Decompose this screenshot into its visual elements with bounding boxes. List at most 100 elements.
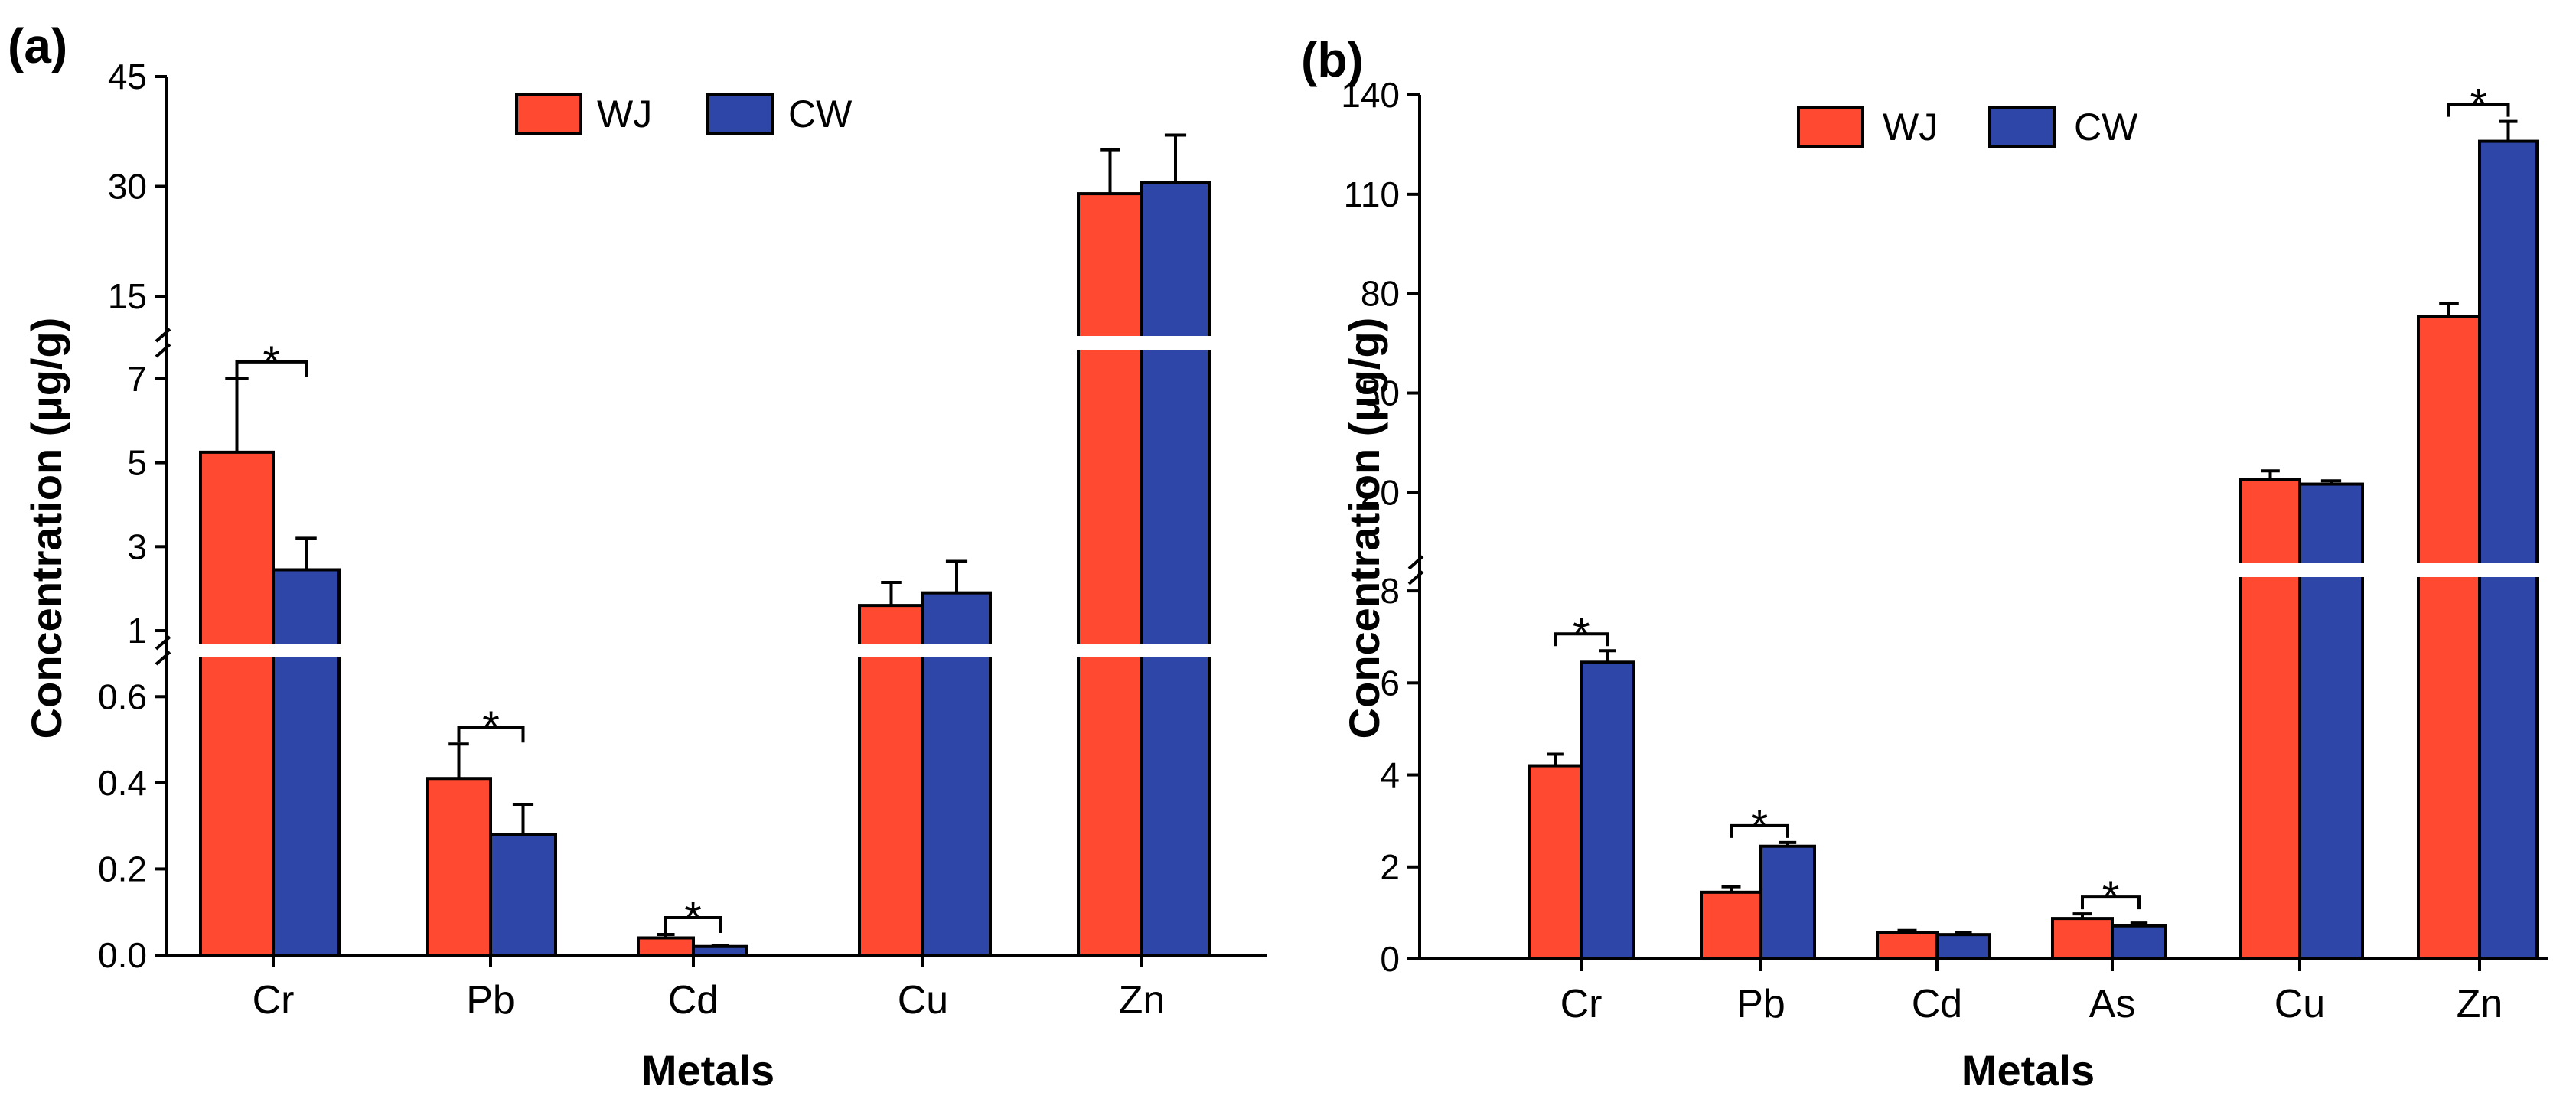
significance-star-b-as: * bbox=[2102, 872, 2120, 922]
x-tick-label-b-as: As bbox=[2089, 982, 2136, 1026]
bar-b-cw-zn bbox=[2478, 139, 2539, 960]
bar-a-wj-cu bbox=[858, 604, 924, 957]
y-tick-label-b-1-4: 140 bbox=[1341, 75, 1400, 115]
bar-b-wj-as bbox=[2051, 917, 2114, 960]
error-bar-b-cw-cu bbox=[2320, 479, 2342, 484]
bar-a-wj-cr bbox=[199, 450, 275, 957]
x-tick-label-a-zn: Zn bbox=[1119, 978, 1166, 1022]
error-bar-a-wj-zn bbox=[1100, 148, 1120, 194]
y-tick-label-b-0-4: 8 bbox=[1380, 571, 1400, 611]
bar-b-wj-cd bbox=[1876, 931, 1939, 961]
error-bar-b-cw-as bbox=[2130, 921, 2148, 926]
significance-star-b-cr: * bbox=[1573, 609, 1590, 659]
chart-panel-b: (b) Concentration (μg/g) Metals WJ CW * *… bbox=[1301, 32, 2548, 1094]
bar-b-cw-cu bbox=[2298, 482, 2364, 960]
significance-star-b-zn: * bbox=[2470, 80, 2487, 130]
y-tick-label-a-1-3: 7 bbox=[127, 359, 147, 399]
significance-bracket-b-zn bbox=[2447, 103, 2510, 117]
bar-b-wj-zn bbox=[2417, 315, 2481, 960]
error-bar-a-cw-pb bbox=[512, 803, 534, 835]
x-tick-label-b-cr: Cr bbox=[1560, 982, 1603, 1026]
y-tick-label-b-1-3: 110 bbox=[1344, 174, 1400, 214]
y-tick-label-b-0-1: 2 bbox=[1380, 847, 1400, 887]
x-tick-label-a-pb: Pb bbox=[466, 978, 515, 1022]
bar-a-cw-pb bbox=[489, 833, 557, 957]
y-tick-label-a-2-1: 30 bbox=[108, 167, 147, 207]
panel-a-y-axis-title: Concentration (μg/g) bbox=[22, 318, 70, 739]
y-tick-label-a-1-0: 1 bbox=[127, 611, 147, 651]
panel-a-x-axis-title: Metals bbox=[641, 1046, 774, 1094]
panel-b-legend-label-cw: CW bbox=[2074, 106, 2138, 148]
panel-a-label: (a) bbox=[8, 18, 67, 73]
bar-b-cw-pb bbox=[1759, 844, 1816, 960]
axis-break-band-a-0 bbox=[157, 644, 1267, 657]
x-tick-label-b-cd: Cd bbox=[1912, 982, 1962, 1026]
y-tick-label-b-0-0: 0 bbox=[1380, 939, 1400, 979]
bar-a-wj-pb bbox=[426, 777, 492, 957]
error-bar-b-wj-cr bbox=[1547, 752, 1564, 766]
error-bar-a-wj-cr bbox=[225, 377, 249, 452]
y-tick-label-a-0-3: 0.6 bbox=[98, 677, 147, 716]
y-tick-label-a-0-1: 0.2 bbox=[98, 849, 147, 889]
y-tick-label-b-1-0: 20 bbox=[1361, 472, 1400, 512]
x-tick-label-b-zn: Zn bbox=[2457, 982, 2503, 1026]
panel-a-legend-label-cw: CW bbox=[788, 93, 853, 135]
axis-break-mark-a-0 bbox=[155, 635, 171, 666]
panel-b-label: (b) bbox=[1301, 32, 1364, 87]
error-bar-a-cw-cu bbox=[945, 559, 968, 593]
axis-break-mark-b-0 bbox=[1407, 555, 1424, 585]
panel-b-legend: WJ CW bbox=[1797, 106, 2138, 148]
error-bar-b-cw-cd bbox=[1955, 931, 1972, 935]
significance-star-b-pb: * bbox=[1751, 801, 1769, 851]
panel-b-legend-label-wj: WJ bbox=[1883, 106, 1938, 148]
panel-a-legend: WJ CW bbox=[515, 93, 853, 135]
panel-a-legend-label-wj: WJ bbox=[597, 93, 652, 135]
bar-b-cw-cd bbox=[1935, 933, 1991, 961]
panel-b-plot: * * * * 0 2 4 6 8 20 50 80 110 140 Cr Pb Cd As Cu Zn bbox=[1341, 75, 2548, 1026]
significance-bracket-b-as bbox=[2081, 895, 2141, 910]
panel-b-x-axis-title: Metals bbox=[1961, 1046, 2095, 1094]
y-tick-label-a-2-2: 45 bbox=[108, 57, 147, 96]
significance-star-a-pb: * bbox=[482, 703, 500, 752]
panel-b-y-axis-title: Concentration (μg/g) bbox=[1340, 318, 1388, 739]
y-tick-label-b-1-2: 80 bbox=[1361, 274, 1400, 314]
error-bar-b-wj-cd bbox=[1897, 928, 1917, 933]
bar-b-wj-cu bbox=[2239, 478, 2301, 960]
error-bar-b-cw-pb bbox=[1779, 840, 1797, 846]
bar-b-wj-cr bbox=[1528, 764, 1583, 960]
x-tick-label-a-cd: Cd bbox=[668, 978, 719, 1022]
panel-a-legend-swatch-wj bbox=[515, 93, 582, 135]
y-tick-label-a-0-0: 0.0 bbox=[98, 935, 147, 975]
significance-bracket-a-cd bbox=[664, 915, 722, 933]
chart-panel-a: (a) Concentration (μg/g) Metals WJ CW * *… bbox=[8, 18, 1267, 1094]
error-bar-a-cw-cd bbox=[711, 944, 729, 947]
panel-b-legend-swatch-cw bbox=[1988, 106, 2056, 148]
error-bar-a-cw-zn bbox=[1164, 133, 1187, 183]
error-bar-b-wj-cu bbox=[2261, 469, 2280, 480]
y-tick-label-b-0-3: 6 bbox=[1380, 663, 1400, 703]
error-bar-a-wj-cd bbox=[657, 932, 675, 938]
error-bar-b-wj-pb bbox=[1721, 885, 1741, 892]
error-bar-b-cw-zn bbox=[2499, 119, 2518, 142]
error-bar-b-wj-zn bbox=[2439, 302, 2459, 317]
y-tick-label-a-1-2: 5 bbox=[127, 443, 147, 483]
significance-bracket-a-cr bbox=[235, 360, 308, 377]
bar-b-cw-as bbox=[2111, 924, 2167, 960]
x-tick-label-a-cu: Cu bbox=[898, 978, 948, 1022]
axis-break-mark-a-1 bbox=[155, 328, 171, 358]
error-bar-a-cw-cr bbox=[295, 536, 317, 570]
significance-star-a-cr: * bbox=[262, 338, 280, 387]
axis-break-band-b-0 bbox=[1410, 563, 2548, 577]
significance-bracket-b-pb bbox=[1730, 823, 1789, 838]
y-tick-label-a-0-2: 0.4 bbox=[98, 763, 147, 803]
error-bar-a-wj-cu bbox=[881, 580, 902, 606]
bar-a-cw-cr bbox=[272, 568, 341, 957]
y-tick-label-b-0-2: 4 bbox=[1380, 755, 1400, 795]
bar-a-cw-zn bbox=[1140, 181, 1211, 957]
x-tick-label-b-pb: Pb bbox=[1736, 982, 1785, 1026]
y-tick-label-a-2-0: 15 bbox=[108, 276, 147, 316]
x-tick-label-b-cu: Cu bbox=[2274, 982, 2325, 1026]
panel-a-plot: * * * 0.0 0.2 0.4 0.6 1 3 5 7 15 30 45 Cr Pb Cd Cu Zn bbox=[98, 57, 1267, 1022]
bar-b-cw-cr bbox=[1580, 660, 1635, 960]
panel-a-legend-swatch-cw bbox=[706, 93, 774, 135]
